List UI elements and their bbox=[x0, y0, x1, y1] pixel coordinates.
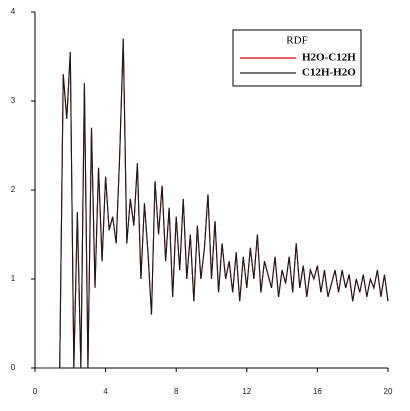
x-tick-label: 20 bbox=[384, 387, 393, 396]
series-line bbox=[35, 38, 389, 369]
x-tick-label: 16 bbox=[313, 387, 322, 396]
x-tick-label: 12 bbox=[242, 387, 251, 396]
legend-label: H2O-C12H bbox=[302, 52, 356, 64]
y-tick-label: 3 bbox=[11, 96, 16, 105]
x-tick-label: 4 bbox=[103, 387, 108, 396]
y-tick-label: 4 bbox=[11, 7, 16, 16]
x-tick-label: 0 bbox=[33, 387, 38, 396]
legend-label: C12H-H2O bbox=[302, 67, 356, 79]
series-line bbox=[35, 38, 389, 369]
y-tick-label: 1 bbox=[11, 274, 16, 283]
y-tick-label: 2 bbox=[11, 185, 16, 194]
y-tick-label: 0 bbox=[11, 363, 16, 372]
legend-title: RDF bbox=[286, 35, 307, 47]
x-tick-label: 8 bbox=[174, 387, 179, 396]
